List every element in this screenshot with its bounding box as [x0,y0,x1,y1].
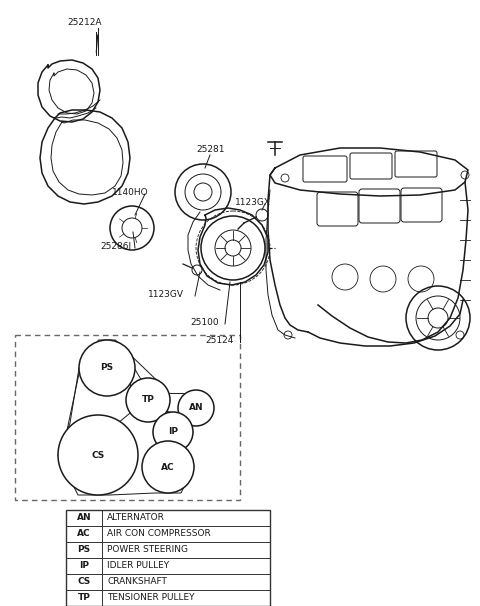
Text: 1123GV: 1123GV [148,290,184,299]
Text: TP: TP [78,593,90,602]
Text: IDLER PULLEY: IDLER PULLEY [107,562,169,570]
Circle shape [153,412,193,452]
Circle shape [79,340,135,396]
Text: 25100: 25100 [190,318,218,327]
Text: 25286I: 25286I [100,242,131,251]
Circle shape [58,415,138,495]
Text: PS: PS [100,364,114,373]
Bar [15,335,240,500]
Text: ALTERNATOR: ALTERNATOR [107,513,165,522]
Text: PS: PS [77,545,91,554]
Text: AN: AN [77,513,91,522]
Text: TP: TP [142,396,155,404]
Text: AC: AC [77,530,91,539]
Circle shape [126,378,170,422]
Text: IP: IP [168,427,178,436]
Bar [66,510,270,606]
Text: IP: IP [79,562,89,570]
Text: 1140HO: 1140HO [112,188,149,197]
Text: 25281: 25281 [196,145,225,154]
Circle shape [178,390,214,426]
Circle shape [142,441,194,493]
Text: 1123GX: 1123GX [235,198,271,207]
Text: CRANKSHAFT: CRANKSHAFT [107,578,167,587]
Text: TENSIONER PULLEY: TENSIONER PULLEY [107,593,194,602]
Text: POWER STEERING: POWER STEERING [107,545,188,554]
Text: AIR CON COMPRESSOR: AIR CON COMPRESSOR [107,530,211,539]
Text: CS: CS [77,578,91,587]
Text: 25124: 25124 [205,336,233,345]
Text: CS: CS [91,450,105,459]
Text: AC: AC [161,462,175,471]
Text: AN: AN [189,404,204,413]
Text: 25212A: 25212A [67,18,101,27]
